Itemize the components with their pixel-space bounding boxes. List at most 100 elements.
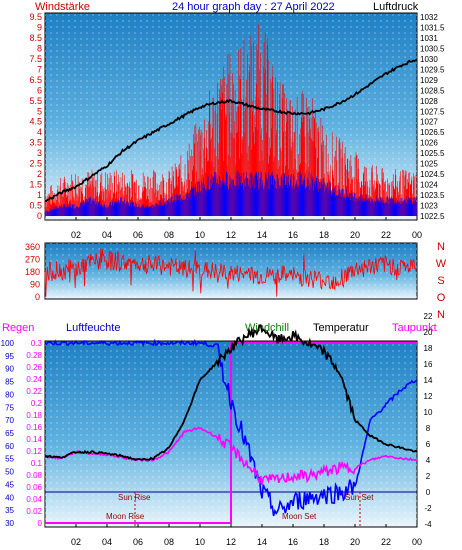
hour-tick-label: 10 <box>195 537 205 547</box>
wind-axis-title: Windstärke <box>35 1 90 13</box>
hour-tick-label: 14 <box>257 230 267 240</box>
wind-tick-label: 5.5 <box>29 96 42 106</box>
temperature-path <box>44 324 418 461</box>
direction-letter: N <box>437 241 445 253</box>
hour-tick-label: 10 <box>195 230 205 240</box>
rain-tick-label: 0.04 <box>26 495 42 504</box>
pressure-tick-label: 1025 <box>420 160 438 169</box>
hour-tick-label: 22 <box>381 230 391 240</box>
humidity-tick-label: 30 <box>5 519 14 528</box>
hour-tick-label: 06 <box>133 537 143 547</box>
humidity-title: Luftfeuchte <box>66 322 120 334</box>
pressure-tick-label: 1028.5 <box>420 86 445 95</box>
rain-tick-label: 0.08 <box>26 471 42 480</box>
pressure-tick-label: 1027 <box>420 118 438 127</box>
humidity-tick-label: 85 <box>5 378 14 387</box>
rain-tick-label: 0.14 <box>26 435 42 444</box>
hour-tick-label: 12 <box>226 230 236 240</box>
temperature-line <box>44 324 418 461</box>
temperature-tick-label: 4 <box>426 456 431 465</box>
wind-axis: 00.511.522.533.544.555.566.577.588.599.5 <box>29 12 42 221</box>
temperature-tick-label: 6 <box>426 440 431 449</box>
wind-tick-label: 3.5 <box>29 138 42 148</box>
pressure-tick-label: 1032 <box>420 13 438 22</box>
sun-rise-label: Sun Rise <box>118 493 151 502</box>
humidity-path <box>44 338 418 517</box>
temperature-tick-label: 16 <box>424 360 433 369</box>
rain-tick-label: 0.22 <box>26 387 42 396</box>
chart-title: 24 hour graph day : 27 April 2022 <box>172 1 335 13</box>
temperature-tick-label: 2 <box>426 472 431 481</box>
hour-tick-label: 18 <box>319 230 329 240</box>
rain-tick-label: 0.02 <box>26 507 42 516</box>
pressure-tick-label: 1030.5 <box>420 44 445 53</box>
humidity-tick-label: 55 <box>5 455 14 464</box>
wind-tick-label: 2.5 <box>29 159 42 169</box>
hour-tick-label: 00 <box>412 537 422 547</box>
wind-tick-label: 0.5 <box>29 201 42 211</box>
direction-tick-label: 360 <box>25 242 40 252</box>
dewpoint-path <box>44 426 418 486</box>
hour-tick-label: 16 <box>288 230 298 240</box>
wind-tick-label: 5 <box>37 106 42 116</box>
wind-tick-label: 4 <box>37 127 42 137</box>
temperature-tick-label: 20 <box>424 328 433 337</box>
humidity-tick-label: 40 <box>5 493 14 502</box>
pressure-tick-label: 1022.5 <box>420 212 445 221</box>
moon-rise-label: Moon Rise <box>106 512 145 521</box>
humidity-tick-label: 100 <box>1 339 15 348</box>
pressure-tick-label: 1030 <box>420 55 438 64</box>
direction-tick-label: 0 <box>35 292 40 302</box>
hour-tick-label: 14 <box>257 537 267 547</box>
pressure-tick-label: 1024 <box>420 181 438 190</box>
direction-tick-label: 270 <box>25 255 40 265</box>
rain-path <box>45 342 417 524</box>
temperature-tick-label: 22 <box>424 312 433 321</box>
rain-tick-label: 0.2 <box>31 399 43 408</box>
temperature-tick-label: -2 <box>424 504 432 513</box>
pressure-tick-label: 1023.5 <box>420 191 445 200</box>
rain-axis: 0.3 0.28 0.26 0.24 0.22 0.2 0.18 0.16 0.14 0.12 0.… <box>26 339 42 528</box>
wind-tick-label: 8 <box>37 43 42 53</box>
hour-tick-label: 12 <box>226 537 236 547</box>
pressure-tick-label: 1031 <box>420 34 438 43</box>
rain-tick-label: 0.18 <box>26 411 42 420</box>
temperature-tick-label: 0 <box>426 488 431 497</box>
hour-tick-label: 04 <box>102 537 112 547</box>
humidity-tick-label: 45 <box>5 480 14 489</box>
humidity-tick-label: 60 <box>5 442 14 451</box>
hour-tick-label: 02 <box>71 230 81 240</box>
wind-tick-label: 7.5 <box>29 54 42 64</box>
wind-tick-label: 4.5 <box>29 117 42 127</box>
direction-axis: 360 270 180 90 0 <box>25 242 40 302</box>
direction-letter: W <box>436 258 447 270</box>
rain-line <box>45 342 417 524</box>
pressure-tick-label: 1026 <box>420 139 438 148</box>
humidity-tick-label: 90 <box>5 365 14 374</box>
pressure-tick-label: 1029.5 <box>420 65 445 74</box>
sun-set-label: Sun Set <box>345 493 374 502</box>
wind-tick-label: 9 <box>37 22 42 32</box>
direction-tick-label: 90 <box>30 280 40 290</box>
wind-tick-label: 0 <box>37 211 42 221</box>
direction-line <box>44 248 417 297</box>
direction-letter: N <box>437 309 445 321</box>
pressure-tick-label: 1031.5 <box>420 23 445 32</box>
wind-tick-label: 8.5 <box>29 33 42 43</box>
pressure-path <box>44 58 418 202</box>
pressure-tick-label: 1025.5 <box>420 149 445 158</box>
rain-tick-label: 0.3 <box>31 339 43 348</box>
dewpoint-title: Taupunkt <box>392 322 437 334</box>
temperature-tick-label: 14 <box>424 376 433 385</box>
temperature-tick-label: 12 <box>424 392 433 401</box>
hour-tick-label: 18 <box>319 537 329 547</box>
hour-axis-top: 02 04 06 08 10 12 14 16 18 20 22 00 <box>71 217 422 240</box>
hour-tick-label: 00 <box>412 230 422 240</box>
rain-tick-label: 0.24 <box>26 375 42 384</box>
